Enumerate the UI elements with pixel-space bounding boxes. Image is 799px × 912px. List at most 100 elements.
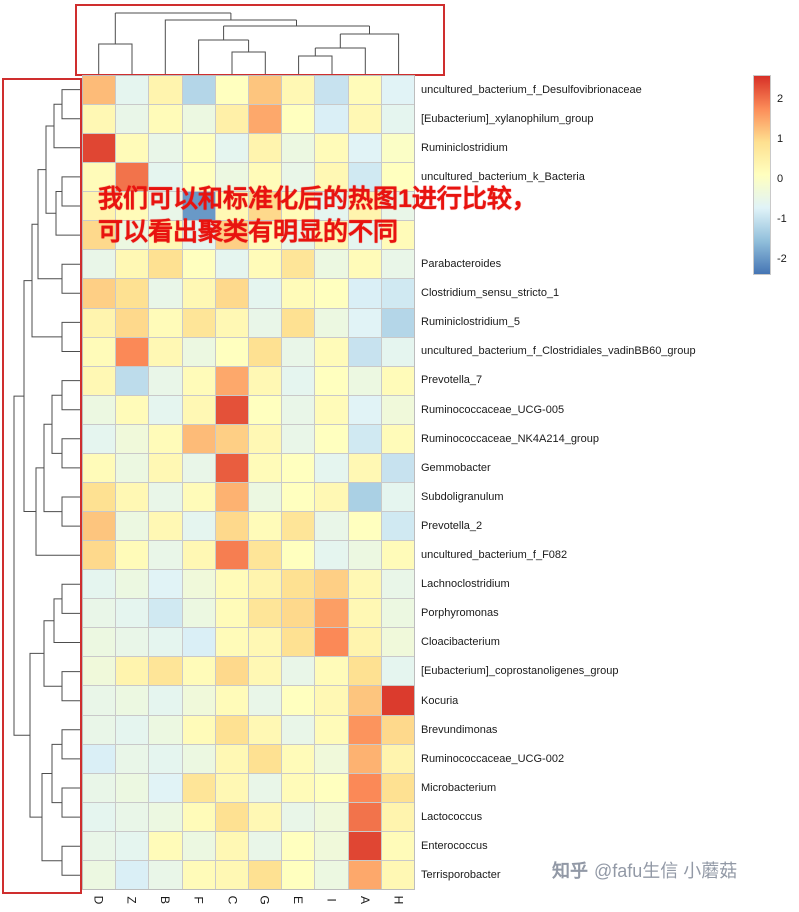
row-label: Ruminococcaceae_NK4A214_group bbox=[421, 432, 599, 445]
watermark-brand: 知乎 bbox=[552, 861, 588, 881]
heatmap-cell bbox=[215, 134, 248, 163]
heatmap-cell bbox=[182, 221, 215, 250]
heatmap-cell bbox=[215, 686, 248, 715]
row-label: [Eubacterium]_coprostanoligenes_group bbox=[421, 665, 619, 678]
heatmap-cell bbox=[348, 424, 381, 453]
row-label: Microbacterium bbox=[421, 781, 497, 794]
heatmap-cell bbox=[249, 366, 282, 395]
heatmap-cell bbox=[83, 657, 116, 686]
heatmap-cell bbox=[348, 599, 381, 628]
heatmap-cell bbox=[116, 163, 149, 192]
heatmap-cell bbox=[116, 570, 149, 599]
row-label: Clostridium_sensu_stricto_1 bbox=[421, 287, 560, 300]
heatmap-cell bbox=[215, 570, 248, 599]
row-label: Subdoligranulum bbox=[421, 490, 504, 503]
legend-gradient-bar bbox=[753, 75, 771, 275]
heatmap-cell bbox=[149, 279, 182, 308]
heatmap-cell bbox=[282, 337, 315, 366]
heatmap-cell bbox=[315, 192, 348, 221]
heatmap-cell bbox=[282, 599, 315, 628]
heatmap-cell bbox=[315, 860, 348, 889]
heatmap-cell bbox=[149, 192, 182, 221]
heatmap-cell bbox=[381, 512, 414, 541]
heatmap-cell bbox=[215, 831, 248, 860]
heatmap-cell bbox=[83, 134, 116, 163]
heatmap-cell bbox=[149, 744, 182, 773]
heatmap-cell bbox=[182, 163, 215, 192]
heatmap-cell bbox=[282, 279, 315, 308]
heatmap-cell bbox=[149, 221, 182, 250]
heatmap-cell bbox=[381, 628, 414, 657]
heatmap-cell bbox=[315, 250, 348, 279]
legend-tick-label: 0 bbox=[777, 173, 784, 185]
heatmap-cell bbox=[83, 628, 116, 657]
heatmap-cell bbox=[182, 802, 215, 831]
heatmap-cell bbox=[149, 453, 182, 482]
heatmap-cell bbox=[315, 134, 348, 163]
heatmap-cell bbox=[348, 308, 381, 337]
heatmap-cell bbox=[282, 686, 315, 715]
heatmap-cell bbox=[116, 192, 149, 221]
heatmap-cell bbox=[282, 250, 315, 279]
heatmap-cell bbox=[315, 337, 348, 366]
heatmap-cell bbox=[249, 512, 282, 541]
heatmap-cell bbox=[83, 453, 116, 482]
heatmap-cell bbox=[315, 308, 348, 337]
heatmap-cell bbox=[282, 628, 315, 657]
column-label: A bbox=[358, 895, 373, 905]
heatmap-cell bbox=[249, 134, 282, 163]
heatmap-cell bbox=[215, 657, 248, 686]
heatmap-cell bbox=[182, 105, 215, 134]
heatmap-cell bbox=[215, 541, 248, 570]
heatmap-cell bbox=[83, 512, 116, 541]
heatmap-cell bbox=[249, 831, 282, 860]
heatmap-cell bbox=[149, 686, 182, 715]
heatmap-cell bbox=[149, 76, 182, 105]
heatmap-cell bbox=[149, 773, 182, 802]
heatmap-cell bbox=[83, 686, 116, 715]
heatmap-cell bbox=[182, 453, 215, 482]
heatmap-cell bbox=[348, 337, 381, 366]
heatmap-cell bbox=[116, 541, 149, 570]
heatmap-cell bbox=[348, 512, 381, 541]
row-label: Porphyromonas bbox=[421, 607, 499, 620]
heatmap-cell bbox=[215, 337, 248, 366]
heatmap-cell bbox=[282, 105, 315, 134]
row-label: Ruminiclostridium bbox=[421, 141, 508, 154]
heatmap-cell bbox=[215, 250, 248, 279]
heatmap-cell bbox=[315, 657, 348, 686]
heatmap-cell bbox=[149, 337, 182, 366]
heatmap-cell bbox=[182, 424, 215, 453]
heatmap-cell bbox=[249, 860, 282, 889]
heatmap-cell bbox=[249, 599, 282, 628]
heatmap-cell bbox=[315, 512, 348, 541]
heatmap-cell bbox=[381, 221, 414, 250]
heatmap-cell bbox=[282, 744, 315, 773]
heatmap-cell bbox=[116, 512, 149, 541]
heatmap-cell bbox=[315, 76, 348, 105]
heatmap-cell bbox=[348, 831, 381, 860]
heatmap-cell bbox=[249, 628, 282, 657]
heatmap-cell bbox=[182, 657, 215, 686]
heatmap-cell bbox=[282, 860, 315, 889]
heatmap-cell bbox=[149, 366, 182, 395]
heatmap-cell bbox=[116, 453, 149, 482]
heatmap-cell bbox=[215, 482, 248, 512]
heatmap-cell bbox=[282, 831, 315, 860]
heatmap-cell bbox=[149, 628, 182, 657]
heatmap-cell bbox=[348, 657, 381, 686]
column-dendrogram bbox=[98, 12, 400, 75]
heatmap-cell bbox=[315, 599, 348, 628]
heatmap-cell bbox=[348, 541, 381, 570]
row-label: Ruminococcaceae_UCG-002 bbox=[421, 752, 565, 765]
heatmap-cell bbox=[348, 773, 381, 802]
column-label: D bbox=[91, 895, 106, 905]
heatmap-cell bbox=[348, 482, 381, 512]
heatmap-cell bbox=[116, 279, 149, 308]
heatmap-cell bbox=[315, 744, 348, 773]
heatmap-cell bbox=[83, 279, 116, 308]
heatmap-cell bbox=[182, 831, 215, 860]
heatmap-cell bbox=[348, 366, 381, 395]
heatmap-cell bbox=[381, 192, 414, 221]
heatmap-cell bbox=[381, 76, 414, 105]
